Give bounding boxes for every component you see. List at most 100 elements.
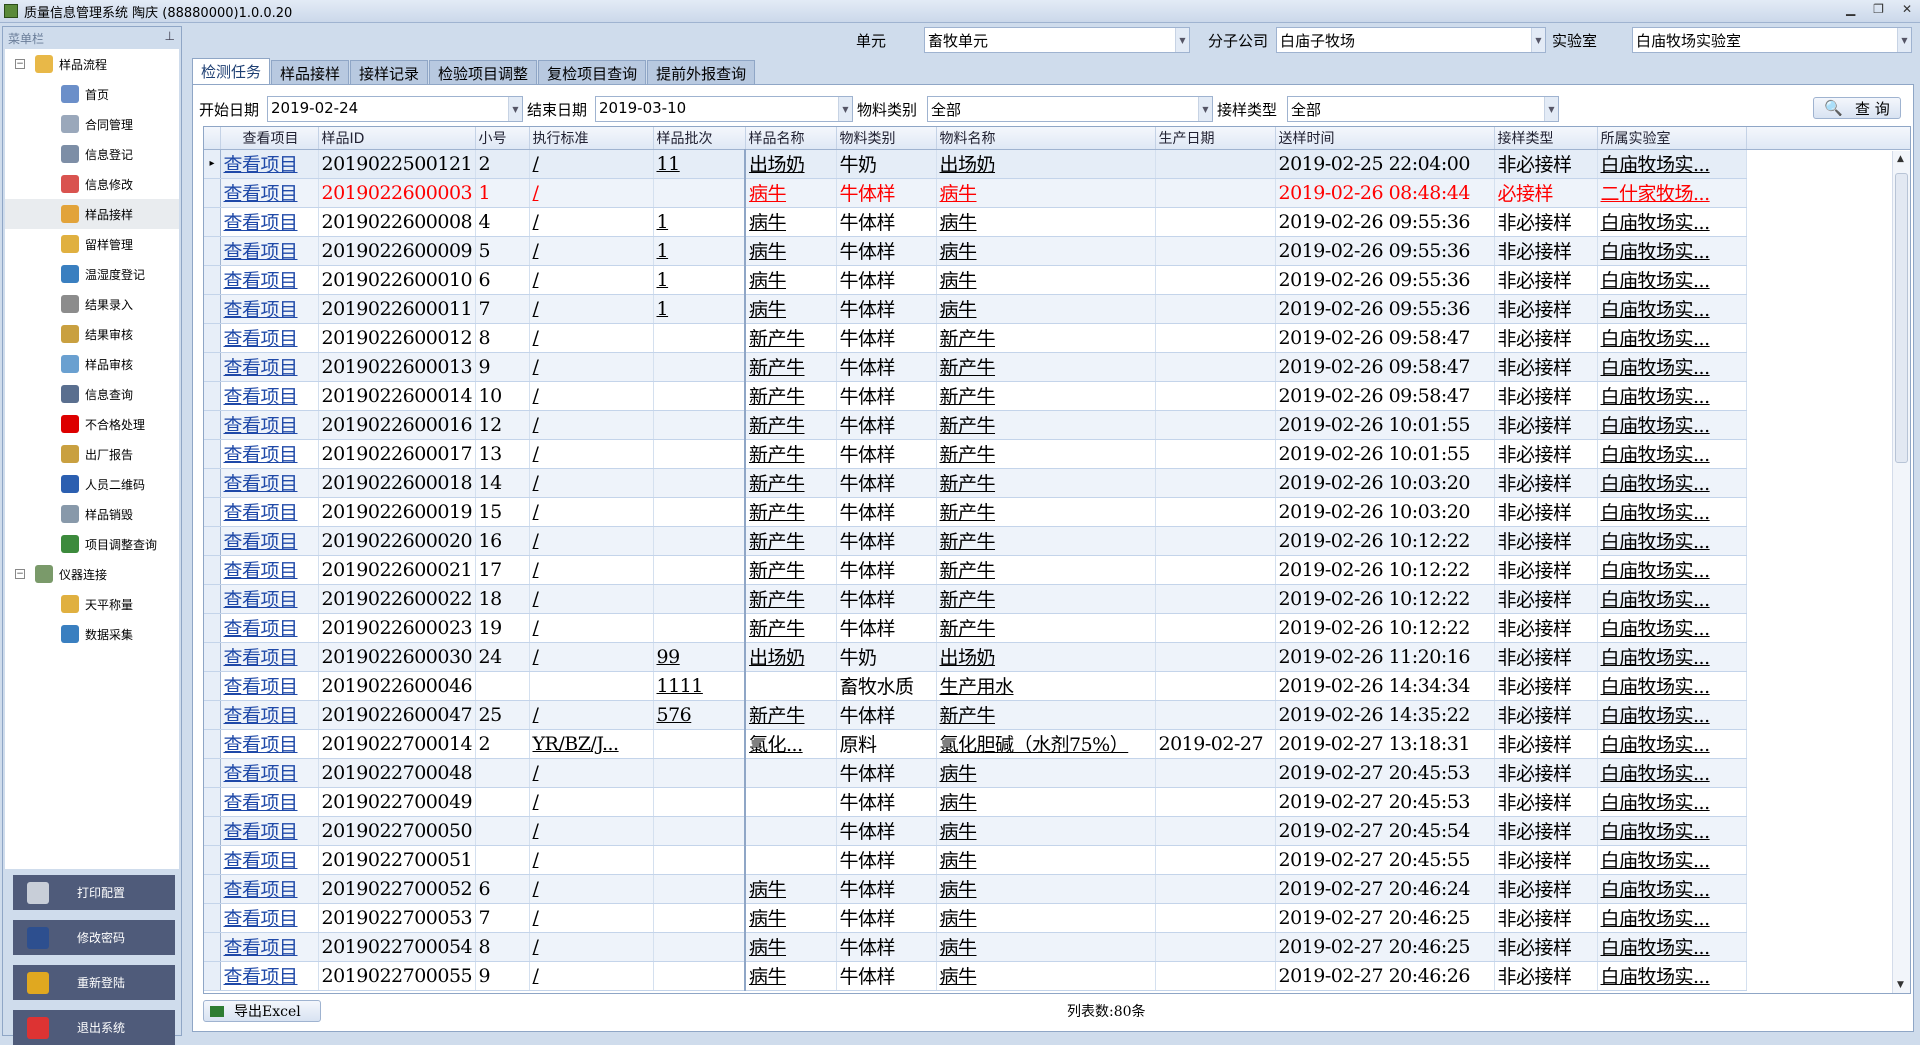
table-row[interactable]: 查看项目 2019022600014 10/ 新产牛 牛体样 新产牛 2019-02-26 … xyxy=(204,381,1910,411)
table-row[interactable]: 查看项目 2019022700050 / 牛体样 病牛 2019-02-27 20:45:… xyxy=(204,816,1910,846)
cell-10[interactable]: 白庙牧场实... xyxy=(1597,845,1747,875)
cell-10[interactable]: 白庙牧场实... xyxy=(1597,932,1747,962)
cell-2[interactable]: / xyxy=(529,700,654,730)
table-row[interactable]: 查看项目 2019022700049 / 牛体样 病牛 2019-02-27 20:45:… xyxy=(204,787,1910,817)
row-indicator[interactable] xyxy=(204,845,221,875)
table-row[interactable]: 查看项目 2019022700054 8/ 病牛 牛体样 病牛 2019-02-27 20:… xyxy=(204,932,1910,962)
cell-4[interactable]: 病牛 xyxy=(744,932,837,962)
cell-6[interactable]: 病牛 xyxy=(936,207,1156,237)
cell-6[interactable]: 新产牛 xyxy=(936,584,1156,614)
table-row[interactable]: 查看项目 2019022600047 25/576 新产牛 牛体样 新产牛 2019-02-… xyxy=(204,700,1910,730)
view-items-link[interactable]: 查看项目 xyxy=(220,352,319,382)
start-date-picker[interactable]: 2019-02-24 ▼ xyxy=(267,96,523,122)
column-header[interactable]: 生产日期 xyxy=(1155,127,1276,150)
column-header[interactable]: 物料名称 xyxy=(936,127,1156,150)
minimize-icon[interactable]: ▁ xyxy=(1845,2,1856,16)
view-items-link[interactable]: 查看项目 xyxy=(220,845,319,875)
cell-4[interactable]: 病牛 xyxy=(744,874,837,904)
cell-2[interactable]: / xyxy=(529,758,654,788)
cell-4[interactable]: 新产牛 xyxy=(744,700,837,730)
cell-2[interactable]: / xyxy=(529,410,654,440)
cell-3[interactable]: 576 xyxy=(653,700,746,730)
column-header[interactable]: 接样类型 xyxy=(1494,127,1598,150)
cell-10[interactable]: 白庙牧场实... xyxy=(1597,729,1747,759)
cell-4[interactable]: 病牛 xyxy=(744,265,837,295)
table-row[interactable]: 查看项目 2019022600021 17/ 新产牛 牛体样 新产牛 2019-02-26 … xyxy=(204,555,1910,585)
table-row[interactable]: ▸ 查看项目 2019022500121 2/11 出场奶 牛奶 出场奶 2019-02-25… xyxy=(204,149,1910,179)
table-row[interactable]: 查看项目 2019022700055 9/ 病牛 牛体样 病牛 2019-02-27 20:… xyxy=(204,961,1910,991)
view-items-link[interactable]: 查看项目 xyxy=(220,207,319,237)
column-header[interactable]: 小号 xyxy=(475,127,530,150)
view-items-link[interactable]: 查看项目 xyxy=(220,468,319,498)
cell-4[interactable]: 病牛 xyxy=(744,236,837,266)
row-indicator[interactable] xyxy=(204,903,221,933)
row-indicator[interactable] xyxy=(204,381,221,411)
row-indicator[interactable] xyxy=(204,961,221,991)
view-items-link[interactable]: 查看项目 xyxy=(220,555,319,585)
cell-6[interactable]: 生产用水 xyxy=(936,671,1156,701)
cell-10[interactable]: 白庙牧场实... xyxy=(1597,555,1747,585)
cell-3[interactable]: 99 xyxy=(653,642,746,672)
column-header[interactable]: 物料类别 xyxy=(836,127,937,150)
cell-6[interactable]: 新产牛 xyxy=(936,497,1156,527)
cell-10[interactable]: 白庙牧场实... xyxy=(1597,700,1747,730)
cell-10[interactable]: 白庙牧场实... xyxy=(1597,352,1747,382)
table-row[interactable]: 查看项目 2019022700051 / 牛体样 病牛 2019-02-27 20:45:… xyxy=(204,845,1910,875)
material-type-select[interactable]: 全部 ▼ xyxy=(927,96,1213,122)
view-items-link[interactable]: 查看项目 xyxy=(220,816,319,846)
cell-6[interactable]: 新产牛 xyxy=(936,381,1156,411)
sidebar-item[interactable]: 结果录入 xyxy=(5,289,179,319)
receive-type-select[interactable]: 全部 ▼ xyxy=(1287,96,1559,122)
cell-2[interactable]: / xyxy=(529,352,654,382)
cell-2[interactable]: / xyxy=(529,642,654,672)
cell-10[interactable]: 白庙牧场实... xyxy=(1597,671,1747,701)
cell-2[interactable]: / xyxy=(529,903,654,933)
cell-4[interactable]: 新产牛 xyxy=(744,323,837,353)
tab-2[interactable]: 接样记录 xyxy=(350,60,429,86)
cell-6[interactable]: 病牛 xyxy=(936,787,1156,817)
cell-10[interactable]: 白庙牧场实... xyxy=(1597,816,1747,846)
cell-6[interactable]: 病牛 xyxy=(936,758,1156,788)
table-row[interactable]: 查看项目 2019022600008 4/1 病牛 牛体样 病牛 2019-02-26 09… xyxy=(204,207,1910,237)
row-indicator[interactable] xyxy=(204,439,221,469)
sidebar-item[interactable]: 留样管理 xyxy=(5,229,179,259)
cell-6[interactable]: 病牛 xyxy=(936,903,1156,933)
cell-2[interactable]: / xyxy=(529,178,654,208)
table-row[interactable]: 查看项目 2019022600022 18/ 新产牛 牛体样 新产牛 2019-02-26 … xyxy=(204,584,1910,614)
sidebar-item[interactable]: 合同管理 xyxy=(5,109,179,139)
cell-2[interactable]: / xyxy=(529,961,654,991)
cell-4[interactable]: 病牛 xyxy=(744,178,837,208)
cell-2[interactable]: / xyxy=(529,497,654,527)
cell-10[interactable]: 白庙牧场实... xyxy=(1597,265,1747,295)
view-items-link[interactable]: 查看项目 xyxy=(220,323,319,353)
cell-4[interactable]: 新产牛 xyxy=(744,352,837,382)
table-row[interactable]: 查看项目 2019022600018 14/ 新产牛 牛体样 新产牛 2019-02-26 … xyxy=(204,468,1910,498)
sidebar-item[interactable]: 信息查询 xyxy=(5,379,179,409)
view-items-link[interactable]: 查看项目 xyxy=(220,497,319,527)
collapse-icon[interactable]: − xyxy=(15,569,25,579)
row-indicator[interactable] xyxy=(204,410,221,440)
sidebar-item[interactable]: 项目调整查询 xyxy=(5,529,179,559)
table-row[interactable]: 查看项目 2019022600019 15/ 新产牛 牛体样 新产牛 2019-02-26 … xyxy=(204,497,1910,527)
cell-10[interactable]: 白庙牧场实... xyxy=(1597,468,1747,498)
sidebar-item[interactable]: 信息修改 xyxy=(5,169,179,199)
cell-2[interactable]: / xyxy=(529,874,654,904)
view-items-link[interactable]: 查看项目 xyxy=(220,874,319,904)
cell-6[interactable]: 新产牛 xyxy=(936,468,1156,498)
cell-6[interactable]: 病牛 xyxy=(936,816,1156,846)
unit-select[interactable]: 畜牧单元 ▼ xyxy=(924,27,1190,53)
view-items-link[interactable]: 查看项目 xyxy=(220,613,319,643)
close-icon[interactable]: ✕ xyxy=(1901,2,1912,16)
row-indicator[interactable] xyxy=(204,642,221,672)
row-indicator[interactable] xyxy=(204,787,221,817)
sidebar-item[interactable]: 数据采集 xyxy=(5,619,179,649)
column-header[interactable]: 样品批次 xyxy=(653,127,746,150)
table-row[interactable]: 查看项目 2019022600016 12/ 新产牛 牛体样 新产牛 2019-02-26 … xyxy=(204,410,1910,440)
cell-4[interactable]: 氯化... xyxy=(744,729,837,759)
sidebar-item[interactable]: 样品审核 xyxy=(5,349,179,379)
table-row[interactable]: 查看项目 2019022700052 6/ 病牛 牛体样 病牛 2019-02-27 20:… xyxy=(204,874,1910,904)
cell-6[interactable]: 新产牛 xyxy=(936,526,1156,556)
cell-4[interactable]: 出场奶 xyxy=(744,642,837,672)
cell-10[interactable]: 白庙牧场实... xyxy=(1597,613,1747,643)
cell-6[interactable]: 新产牛 xyxy=(936,323,1156,353)
